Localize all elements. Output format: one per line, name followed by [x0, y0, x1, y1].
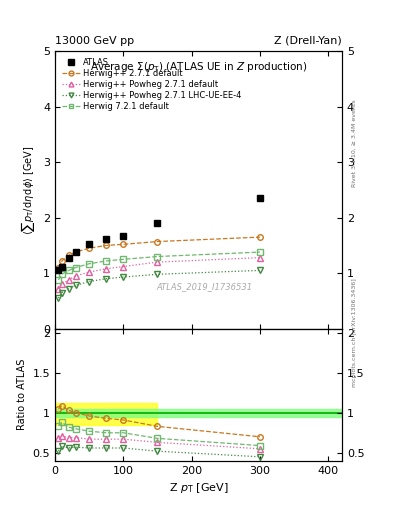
Herwig 7.2.1 default: [104, 258, 108, 264]
Herwig++ Powheg 2.7.1 default: [56, 286, 61, 292]
Herwig++ 2.7.1 default: [121, 241, 126, 247]
Herwig++ Powheg 2.7.1 LHC-UE-EE-4: [66, 286, 71, 292]
Herwig 7.2.1 default: [73, 265, 78, 271]
Herwig++ Powheg 2.7.1 default: [257, 254, 262, 261]
Herwig 7.2.1 default: [257, 249, 262, 255]
Herwig++ 2.7.1 default: [87, 245, 92, 251]
Herwig++ Powheg 2.7.1 LHC-UE-EE-4: [87, 279, 92, 285]
ATLAS: [121, 233, 126, 239]
Text: mcplots.cern.ch [arXiv:1306.3436]: mcplots.cern.ch [arXiv:1306.3436]: [352, 279, 357, 387]
Line: Herwig 7.2.1 default: Herwig 7.2.1 default: [56, 249, 263, 283]
Herwig++ 2.7.1 default: [59, 258, 64, 264]
Text: Z (Drell-Yan): Z (Drell-Yan): [274, 36, 342, 46]
Text: Rivet 3.1.10, ≥ 3.4M events: Rivet 3.1.10, ≥ 3.4M events: [352, 99, 357, 187]
Herwig++ 2.7.1 default: [56, 265, 61, 271]
Herwig++ Powheg 2.7.1 default: [104, 266, 108, 272]
ATLAS: [73, 249, 78, 255]
Text: Average $\Sigma(p_\mathrm{T})$ (ATLAS UE in $Z$ production): Average $\Sigma(p_\mathrm{T})$ (ATLAS UE…: [90, 59, 307, 74]
Herwig++ Powheg 2.7.1 default: [121, 264, 126, 270]
Line: ATLAS: ATLAS: [55, 195, 263, 274]
Herwig++ 2.7.1 default: [155, 239, 160, 245]
ATLAS: [56, 267, 61, 273]
Line: Herwig++ Powheg 2.7.1 default: Herwig++ Powheg 2.7.1 default: [56, 255, 263, 291]
Herwig++ Powheg 2.7.1 LHC-UE-EE-4: [73, 282, 78, 288]
Text: ATLAS_2019_I1736531: ATLAS_2019_I1736531: [156, 283, 252, 291]
Y-axis label: $\langle\sum p_\mathrm{T}/\mathrm{d}\eta\,\mathrm{d}\phi\rangle$ [GeV]: $\langle\sum p_\mathrm{T}/\mathrm{d}\eta…: [20, 145, 37, 234]
Herwig++ Powheg 2.7.1 default: [155, 259, 160, 265]
ATLAS: [104, 236, 108, 242]
Herwig++ Powheg 2.7.1 default: [73, 273, 78, 279]
Line: Herwig++ Powheg 2.7.1 LHC-UE-EE-4: Herwig++ Powheg 2.7.1 LHC-UE-EE-4: [56, 268, 263, 301]
Bar: [55, 409, 342, 417]
Herwig 7.2.1 default: [59, 271, 64, 278]
Text: 13000 GeV pp: 13000 GeV pp: [55, 36, 134, 46]
Herwig++ Powheg 2.7.1 LHC-UE-EE-4: [257, 267, 262, 273]
Herwig 7.2.1 default: [121, 256, 126, 262]
Herwig++ 2.7.1 default: [73, 249, 78, 255]
Herwig++ Powheg 2.7.1 default: [59, 281, 64, 287]
Herwig++ 2.7.1 default: [66, 252, 71, 259]
Line: Herwig++ 2.7.1 default: Herwig++ 2.7.1 default: [56, 234, 263, 270]
ATLAS: [155, 220, 160, 226]
Legend: ATLAS, Herwig++ 2.7.1 default, Herwig++ Powheg 2.7.1 default, Herwig++ Powheg 2.: ATLAS, Herwig++ 2.7.1 default, Herwig++ …: [59, 55, 244, 114]
Herwig 7.2.1 default: [155, 253, 160, 260]
Herwig++ Powheg 2.7.1 LHC-UE-EE-4: [155, 271, 160, 278]
Herwig++ Powheg 2.7.1 default: [66, 277, 71, 283]
Herwig++ Powheg 2.7.1 LHC-UE-EE-4: [104, 275, 108, 282]
Herwig 7.2.1 default: [87, 261, 92, 267]
Herwig++ Powheg 2.7.1 LHC-UE-EE-4: [121, 274, 126, 280]
Herwig++ Powheg 2.7.1 LHC-UE-EE-4: [59, 289, 64, 295]
Y-axis label: Ratio to ATLAS: Ratio to ATLAS: [17, 359, 27, 431]
Herwig 7.2.1 default: [66, 267, 71, 273]
ATLAS: [87, 241, 92, 247]
X-axis label: Z $p_\mathrm{T}$ [GeV]: Z $p_\mathrm{T}$ [GeV]: [169, 481, 228, 495]
Herwig++ Powheg 2.7.1 LHC-UE-EE-4: [56, 295, 61, 301]
Bar: [55, 403, 158, 425]
Herwig 7.2.1 default: [56, 277, 61, 283]
Herwig++ Powheg 2.7.1 default: [87, 269, 92, 275]
ATLAS: [257, 195, 262, 201]
ATLAS: [66, 254, 71, 261]
Herwig++ 2.7.1 default: [257, 234, 262, 240]
ATLAS: [59, 264, 64, 270]
Herwig++ 2.7.1 default: [104, 242, 108, 248]
